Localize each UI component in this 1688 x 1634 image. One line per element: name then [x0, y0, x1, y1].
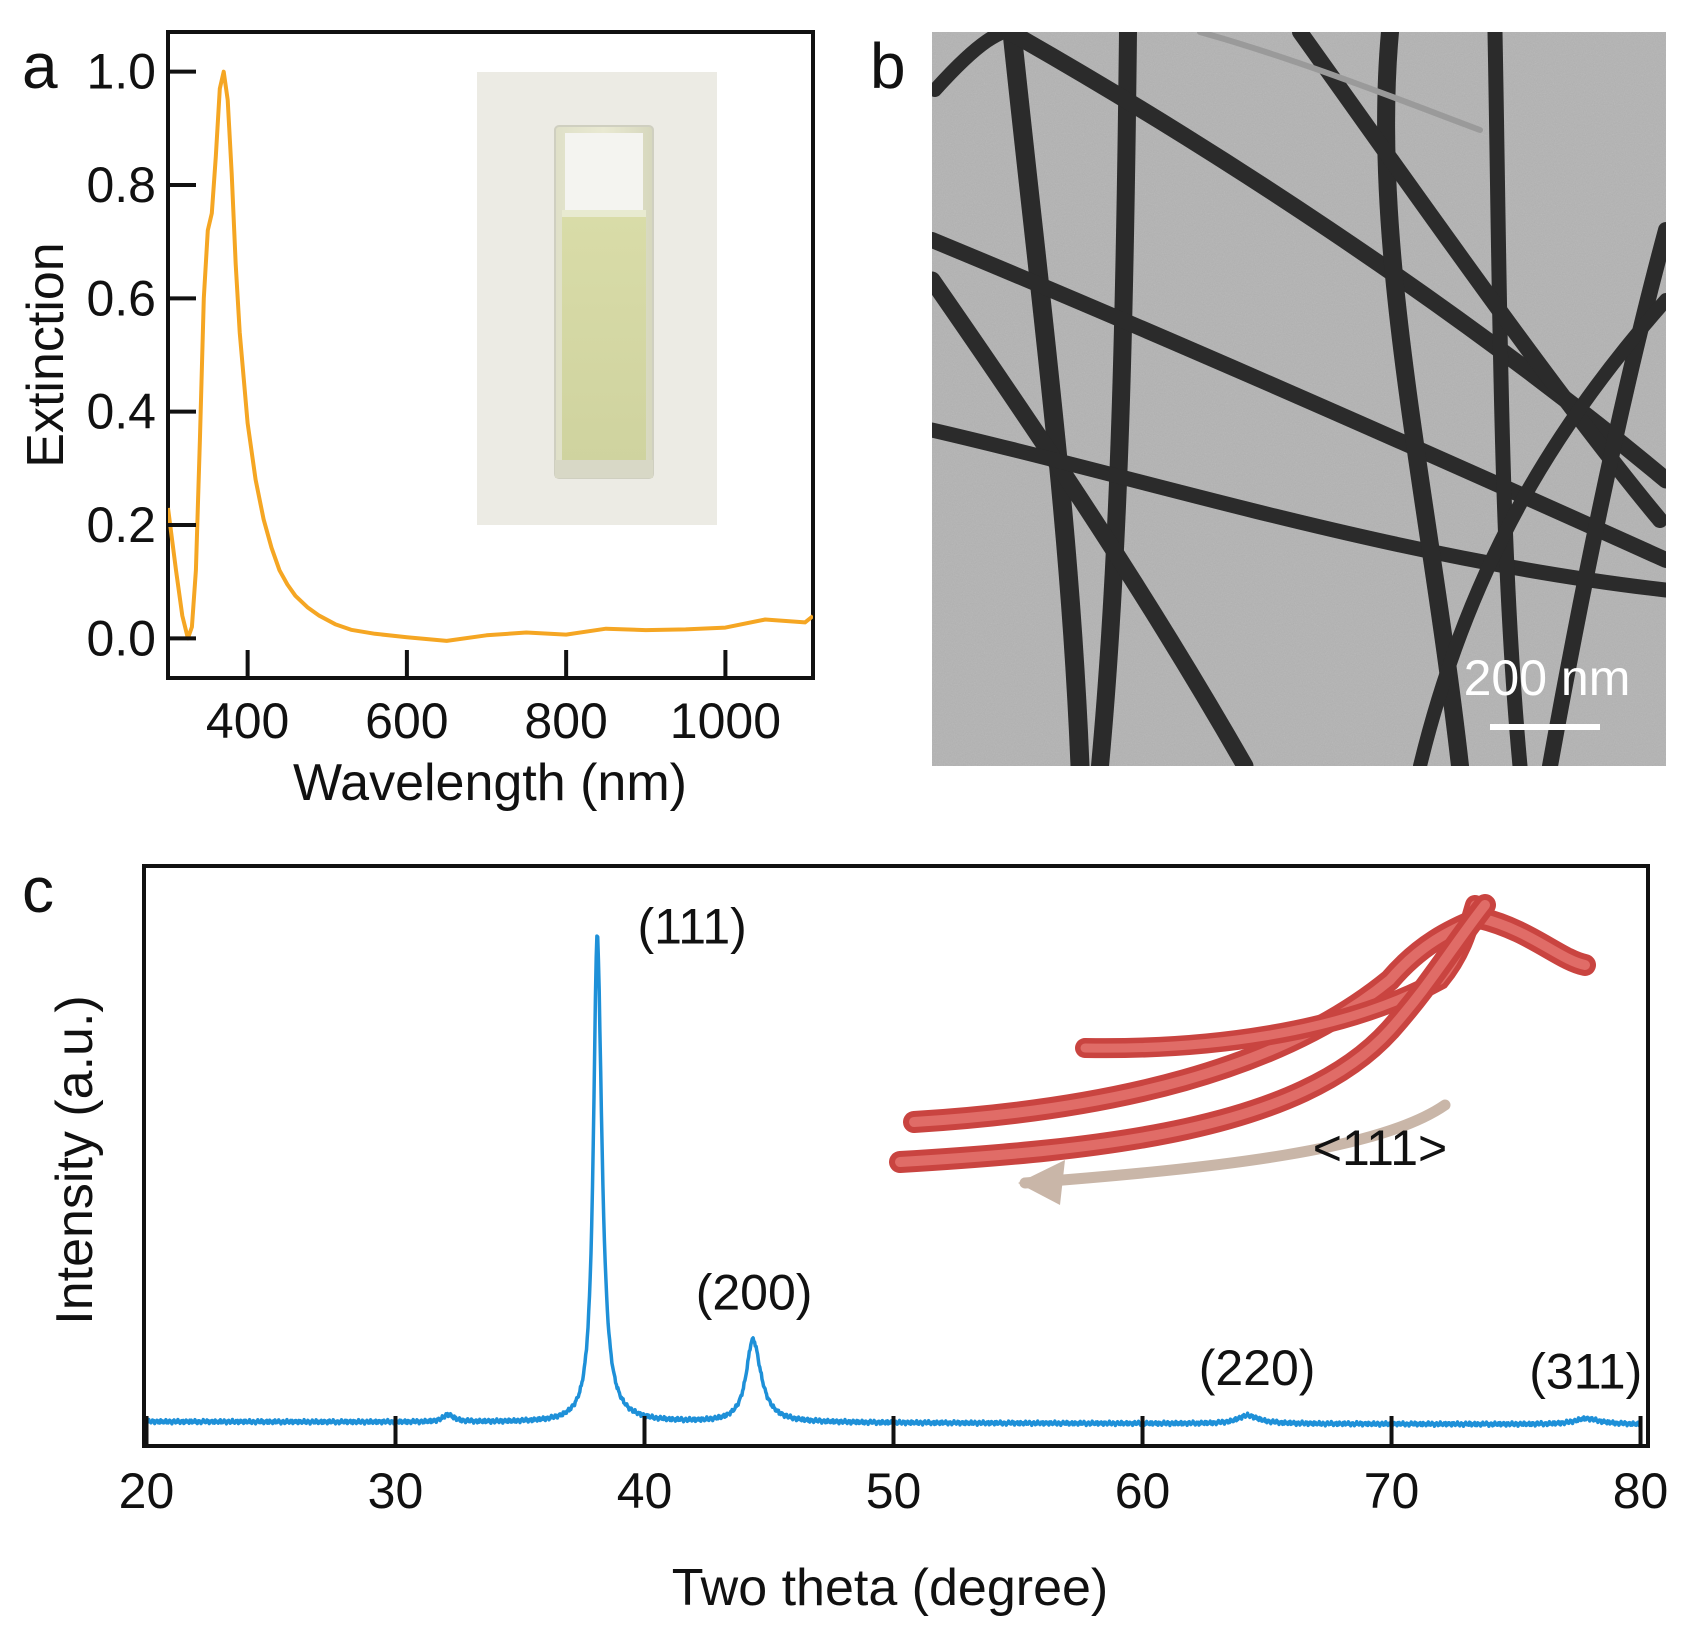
y-axis-title-c: Intensity (a.u.): [46, 995, 104, 1324]
nanowire-illustration: <111>: [889, 894, 1596, 1205]
panel-label-c: c: [22, 854, 54, 926]
xrd-peak-labels: (111) (200) (220) (311): [638, 898, 1643, 1399]
panel-b: b 200 nm: [870, 30, 1666, 766]
x-axis-title-a: Wavelength (nm): [293, 754, 687, 812]
x-tick-label-c: 60: [1115, 1463, 1171, 1519]
direction-arrow: [1019, 1099, 1451, 1189]
direction-label: <111>: [1313, 1120, 1447, 1176]
x-tick-label-a: 1000: [670, 693, 781, 749]
xrd-axes: 20 30 40 50 60 70 80: [119, 1416, 1669, 1519]
tem-image: 200 nm: [932, 32, 1666, 766]
tem-nanowires: [932, 32, 1666, 766]
panel-a: a 400 600 800 1000 0.0 0.2 0.4 0.6 0.8 1.0 Wavele…: [17, 30, 815, 812]
peak-label: (111): [638, 898, 747, 954]
scale-bar-group: 200 nm: [1464, 650, 1631, 730]
extinction-series-line: [168, 69, 813, 643]
x-tick-label-c: 50: [866, 1463, 922, 1519]
extinction-axes: 400 600 800 1000 0.0 0.2 0.4 0.6 0.8 1.0: [86, 44, 781, 749]
x-tick-label-a: 600: [365, 693, 448, 749]
x-tick-label-c: 40: [617, 1463, 673, 1519]
x-tick-label-c: 30: [368, 1463, 424, 1519]
y-axis-title-a: Extinction: [17, 242, 75, 467]
panel-label-b: b: [870, 30, 906, 102]
extinction-plot-area: [168, 69, 813, 643]
panel-c: c <111> 20 30 40 50 60 70 80 (111) (200) (220) (3…: [22, 854, 1668, 1617]
cuvette-photo: [477, 72, 717, 525]
panel-a-frame: [166, 30, 815, 680]
y-tick-label-a: 0.4: [86, 384, 156, 440]
y-tick-label-a: 0.0: [86, 610, 156, 666]
x-tick-label-c: 20: [119, 1463, 175, 1519]
scale-bar-label: 200 nm: [1464, 650, 1631, 706]
panel-label-a: a: [22, 30, 58, 102]
y-tick-label-a: 0.6: [86, 270, 156, 326]
x-tick-label-a: 400: [206, 693, 289, 749]
direction-arrowhead: [1018, 1160, 1065, 1205]
x-tick-label-a: 800: [524, 693, 607, 749]
y-tick-label-a: 0.2: [86, 497, 156, 553]
peak-label: (311): [1529, 1344, 1642, 1400]
x-axis-title-c: Two theta (degree): [672, 1559, 1108, 1617]
x-tick-label-c: 70: [1364, 1463, 1420, 1519]
peak-label: (220): [1199, 1340, 1316, 1396]
x-tick-label-c: 80: [1613, 1463, 1669, 1519]
y-tick-label-a: 1.0: [86, 44, 156, 100]
y-tick-label-a: 0.8: [86, 157, 156, 213]
panel-c-frame: [142, 864, 1650, 1448]
peak-label: (200): [696, 1265, 813, 1321]
nanowire-rods: [889, 894, 1596, 1173]
